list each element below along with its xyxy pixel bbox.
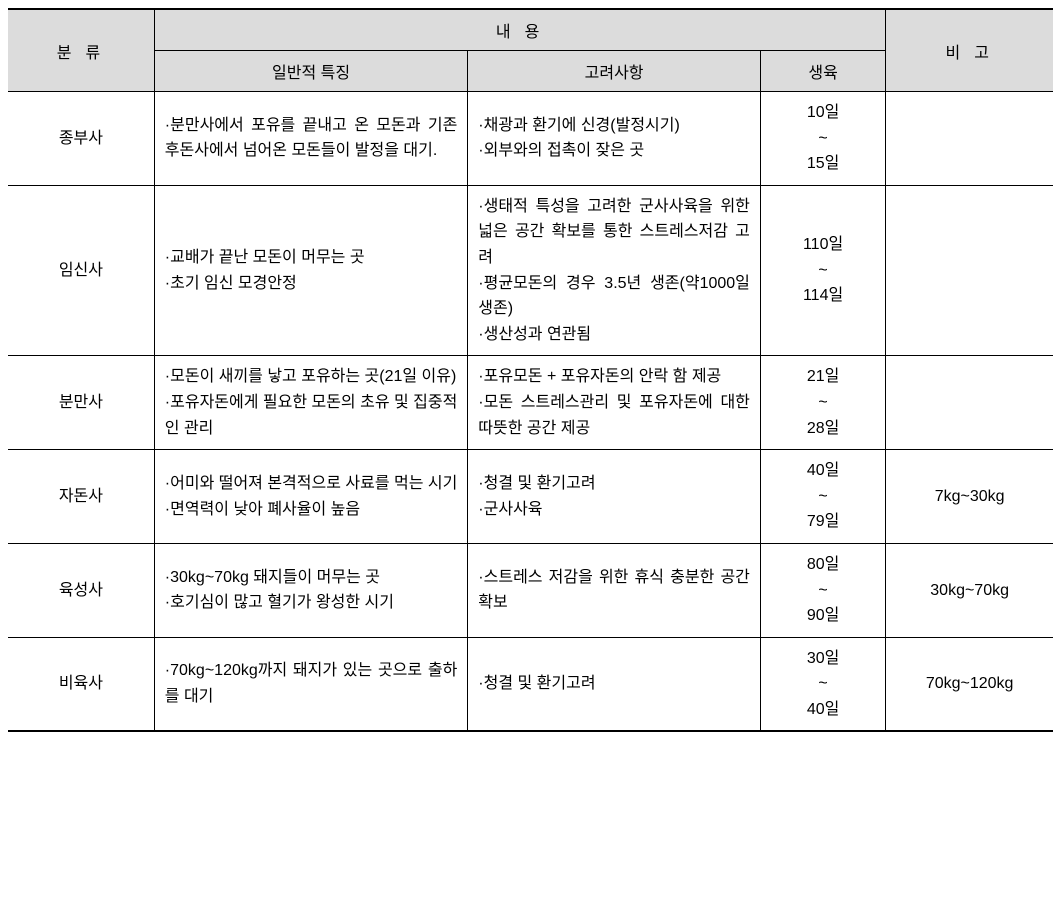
cell-growth: 110일~114일: [760, 185, 885, 356]
header-note: 비 고: [886, 9, 1053, 92]
header-general: 일반적 특징: [154, 51, 468, 92]
cell-category: 자돈사: [8, 450, 154, 544]
cell-note: [886, 185, 1053, 356]
table-row: 육성사 ·30kg~70kg 돼지들이 머무는 곳·호기심이 많고 혈기가 왕성…: [8, 543, 1053, 637]
cell-note: [886, 92, 1053, 186]
cell-growth: 30일~40일: [760, 637, 885, 731]
cell-consider: ·생태적 특성을 고려한 군사사육을 위한 넓은 공간 확보를 통한 스트레스저…: [468, 185, 761, 356]
cell-consider: ·스트레스 저감을 위한 휴식 충분한 공간 확보: [468, 543, 761, 637]
cell-general: ·30kg~70kg 돼지들이 머무는 곳·호기심이 많고 혈기가 왕성한 시기: [154, 543, 468, 637]
header-category: 분 류: [8, 9, 154, 92]
table-row: 비육사 ·70kg~120kg까지 돼지가 있는 곳으로 출하를 대기 ·청결 …: [8, 637, 1053, 731]
cell-category: 종부사: [8, 92, 154, 186]
cell-general: ·어미와 떨어져 본격적으로 사료를 먹는 시기·면역력이 낮아 폐사율이 높음: [154, 450, 468, 544]
pig-facility-table: 분 류 내 용 비 고 일반적 특징 고려사항 생육 종부사 ·분만사에서 포유…: [8, 8, 1053, 732]
cell-consider: ·포유모돈 + 포유자돈의 안락 함 제공·모돈 스트레스관리 및 포유자돈에 …: [468, 356, 761, 450]
cell-category: 육성사: [8, 543, 154, 637]
cell-category: 임신사: [8, 185, 154, 356]
cell-general: ·교배가 끝난 모돈이 머무는 곳·초기 임신 모경안정: [154, 185, 468, 356]
cell-note: 7kg~30kg: [886, 450, 1053, 544]
cell-growth: 21일~28일: [760, 356, 885, 450]
cell-consider: ·청결 및 환기고려: [468, 637, 761, 731]
cell-general: ·분만사에서 포유를 끝내고 온 모돈과 기존 후돈사에서 넘어온 모돈들이 발…: [154, 92, 468, 186]
cell-growth: 40일~79일: [760, 450, 885, 544]
cell-category: 비육사: [8, 637, 154, 731]
cell-growth: 80일~90일: [760, 543, 885, 637]
table-row: 임신사 ·교배가 끝난 모돈이 머무는 곳·초기 임신 모경안정 ·생태적 특성…: [8, 185, 1053, 356]
cell-growth: 10일~15일: [760, 92, 885, 186]
cell-category: 분만사: [8, 356, 154, 450]
table-header: 분 류 내 용 비 고 일반적 특징 고려사항 생육: [8, 9, 1053, 92]
cell-general: ·70kg~120kg까지 돼지가 있는 곳으로 출하를 대기: [154, 637, 468, 731]
table-row: 분만사 ·모돈이 새끼를 낳고 포유하는 곳(21일 이유)·포유자돈에게 필요…: [8, 356, 1053, 450]
cell-general: ·모돈이 새끼를 낳고 포유하는 곳(21일 이유)·포유자돈에게 필요한 모돈…: [154, 356, 468, 450]
header-row-1: 분 류 내 용 비 고: [8, 9, 1053, 51]
table-row: 종부사 ·분만사에서 포유를 끝내고 온 모돈과 기존 후돈사에서 넘어온 모돈…: [8, 92, 1053, 186]
cell-note: [886, 356, 1053, 450]
cell-consider: ·청결 및 환기고려·군사사육: [468, 450, 761, 544]
cell-consider: ·채광과 환기에 신경(발정시기)·외부와의 접촉이 잦은 곳: [468, 92, 761, 186]
table-row: 자돈사 ·어미와 떨어져 본격적으로 사료를 먹는 시기·면역력이 낮아 폐사율…: [8, 450, 1053, 544]
header-growth: 생육: [760, 51, 885, 92]
header-content-group: 내 용: [154, 9, 885, 51]
header-consider: 고려사항: [468, 51, 761, 92]
table-body: 종부사 ·분만사에서 포유를 끝내고 온 모돈과 기존 후돈사에서 넘어온 모돈…: [8, 92, 1053, 732]
cell-note: 70kg~120kg: [886, 637, 1053, 731]
cell-note: 30kg~70kg: [886, 543, 1053, 637]
